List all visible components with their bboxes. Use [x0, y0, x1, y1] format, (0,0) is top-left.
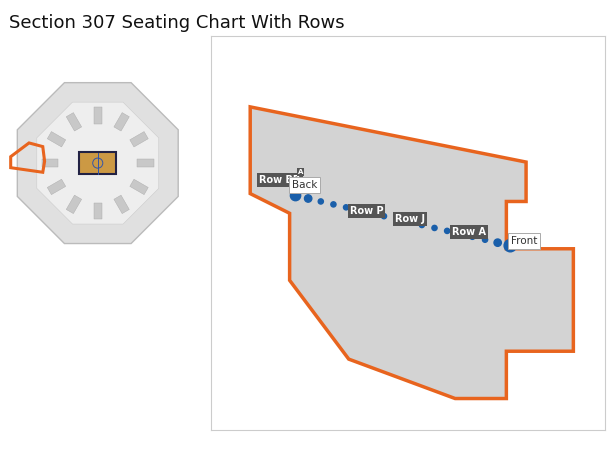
Polygon shape: [37, 102, 159, 224]
Polygon shape: [42, 159, 58, 167]
Point: [404, 219, 414, 226]
Point: [430, 224, 439, 232]
Point: [455, 230, 464, 238]
Text: Row J: Row J: [395, 214, 425, 224]
Point: [417, 221, 426, 229]
Point: [392, 215, 401, 223]
Point: [303, 195, 313, 202]
Text: Front: Front: [511, 236, 537, 246]
Point: [354, 206, 364, 214]
Polygon shape: [47, 131, 66, 147]
Point: [291, 192, 301, 199]
Point: [480, 236, 490, 243]
Text: Row P: Row P: [349, 206, 383, 216]
Text: Back: Back: [292, 180, 317, 190]
Point: [505, 242, 515, 249]
Polygon shape: [66, 195, 82, 213]
Text: Row BB: Row BB: [259, 175, 301, 185]
Polygon shape: [137, 159, 154, 167]
Polygon shape: [114, 195, 130, 213]
Point: [493, 239, 503, 247]
Polygon shape: [47, 179, 66, 195]
Text: Section 307 Seating Chart With Rows: Section 307 Seating Chart With Rows: [9, 14, 345, 32]
Polygon shape: [17, 82, 178, 244]
Point: [379, 212, 389, 220]
Polygon shape: [114, 113, 130, 131]
Point: [467, 233, 477, 240]
Point: [442, 227, 452, 234]
Point: [316, 198, 326, 205]
Polygon shape: [130, 131, 148, 147]
Text: A: A: [298, 169, 304, 175]
FancyBboxPatch shape: [79, 152, 116, 174]
Polygon shape: [130, 179, 148, 195]
Polygon shape: [251, 107, 573, 398]
Text: Row A: Row A: [452, 227, 486, 237]
Polygon shape: [66, 113, 82, 131]
Point: [367, 210, 376, 217]
Polygon shape: [93, 107, 102, 123]
Point: [329, 201, 338, 208]
Polygon shape: [93, 203, 102, 219]
Point: [341, 204, 351, 211]
